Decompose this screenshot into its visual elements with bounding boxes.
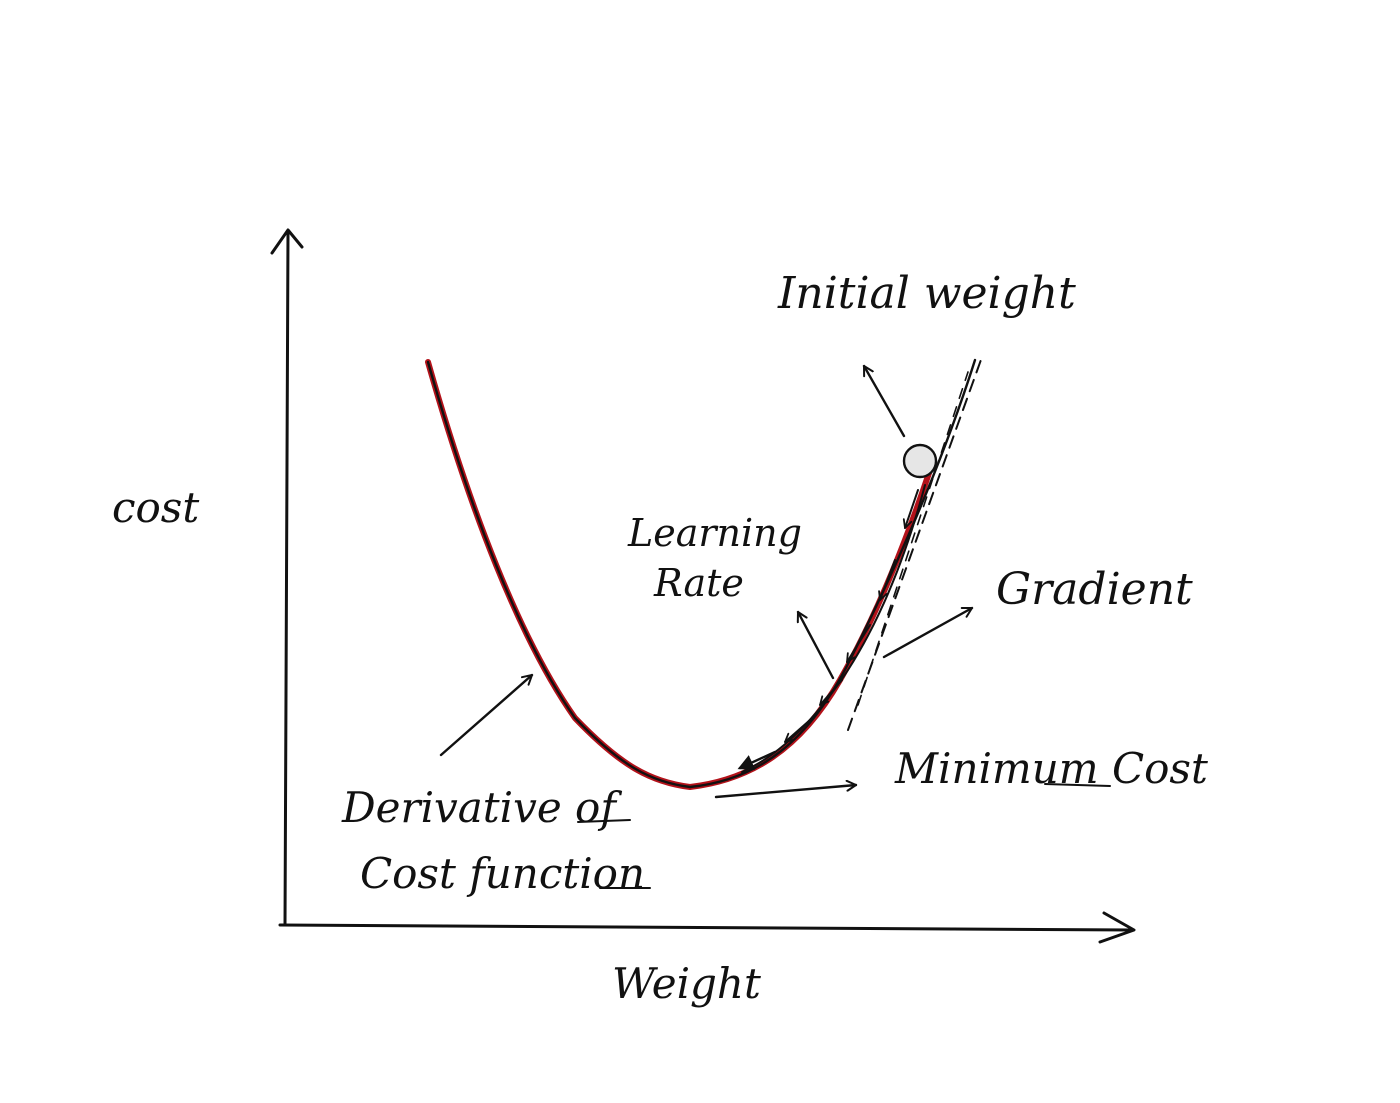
derivative-label-line1: Derivative of [341,783,622,832]
gradient-arrow [882,606,974,659]
gradient-label: Gradient [996,564,1193,615]
y-axis [283,230,290,927]
descent-step-arrow-3 [846,624,871,663]
descent-step-arrow-2 [878,559,896,601]
minimum-cost-label: Minimum Cost [894,744,1208,793]
gradient-tangent-line-2 [857,371,969,706]
learning-rate-arrow [796,610,835,680]
learning-rate-label-line1: Learning [627,511,802,555]
derivative-arrow [439,673,534,757]
descent-step-arrow-1 [902,489,919,529]
x-axis-label: Weight [612,959,761,1008]
cost-curve [426,358,977,789]
minimum-cost-arrow [714,779,858,799]
initial-weight-arrow [862,364,906,438]
descent-step-arrow-5 [784,719,811,743]
minimum-cost-underline [1044,783,1111,787]
derivative-label-line2: Cost function [360,849,645,898]
x-axis-arrowhead [1098,911,1136,944]
descent-step-arrow-4 [819,679,843,706]
descent-path [741,484,926,773]
descent-step-arrow-6 [737,750,777,770]
y-axis-label: cost [112,483,199,532]
derivative-underline [577,819,631,823]
initial-weight-ball [902,443,938,479]
x-axis [278,923,1135,932]
y-axis-arrowhead [270,228,304,255]
learning-rate-label-line2: Rate [653,561,744,605]
gradient-tangent-line [847,356,983,731]
initial-weight-label: Initial weight [777,268,1076,319]
